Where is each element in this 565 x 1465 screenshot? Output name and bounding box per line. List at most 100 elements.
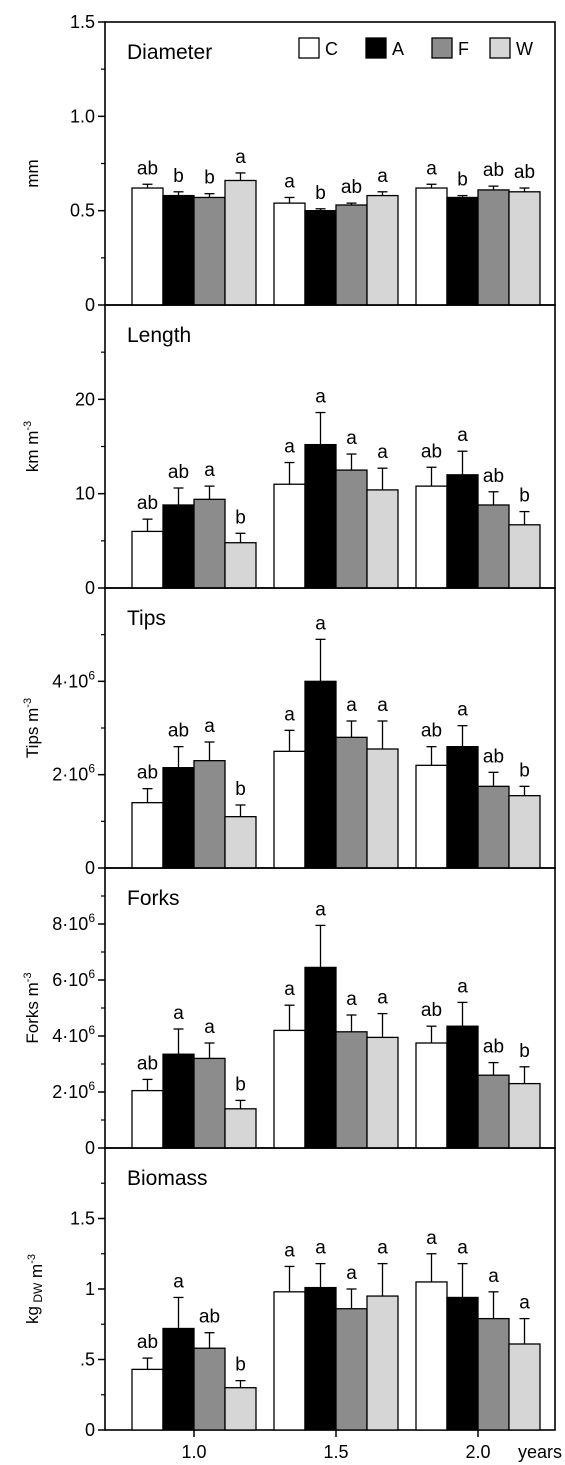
significance-letter: b [457, 170, 468, 191]
significance-letter: b [235, 779, 246, 800]
significance-letter: a [519, 1293, 530, 1314]
bar [366, 748, 399, 869]
bar [162, 194, 195, 306]
bar [273, 1291, 306, 1431]
y-tick-label: 10 [75, 484, 95, 504]
bar [273, 1029, 306, 1149]
significance-letter: a [204, 716, 215, 737]
y-tick-label: 0 [85, 1420, 95, 1440]
bar [162, 1327, 195, 1431]
bar [131, 530, 164, 589]
significance-letter: a [235, 147, 246, 168]
y-tick-label: 6·106 [52, 967, 95, 990]
significance-letter: a [315, 1238, 326, 1259]
bar [162, 767, 195, 869]
bar [335, 1308, 368, 1431]
y-tick-label: 0 [85, 295, 95, 315]
bar [273, 750, 306, 869]
bar [273, 483, 306, 589]
y-tick-label: 0 [85, 1138, 95, 1158]
bar [162, 504, 195, 589]
bar [446, 746, 479, 869]
significance-letter: a [284, 1240, 295, 1261]
y-tick-label: 4·106 [52, 668, 95, 691]
legend-swatch [298, 37, 320, 59]
significance-letter: a [488, 1266, 499, 1287]
bar [415, 1042, 448, 1149]
legend-swatch [365, 37, 387, 59]
significance-letter: a [284, 704, 295, 725]
significance-letter: a [204, 460, 215, 481]
bar [131, 802, 164, 869]
y-tick-label: 20 [75, 389, 95, 409]
significance-letter: ab [421, 441, 442, 462]
significance-letter: ab [137, 763, 158, 784]
significance-letter: a [346, 695, 357, 716]
significance-letter: a [426, 1228, 437, 1249]
significance-letter: ab [137, 158, 158, 179]
significance-letter: a [315, 899, 326, 920]
significance-letter: a [173, 1003, 184, 1024]
significance-letter: b [204, 168, 215, 189]
significance-letter: a [457, 700, 468, 721]
significance-letter: b [519, 1041, 530, 1062]
significance-letter: ab [168, 721, 189, 742]
significance-letter: a [173, 1271, 184, 1292]
legend-label: A [392, 39, 404, 59]
legend-swatch [431, 37, 453, 59]
significance-letter: a [204, 1017, 215, 1038]
significance-letter: ab [421, 1000, 442, 1021]
bar [508, 524, 541, 589]
bar [224, 179, 257, 306]
y-tick-label: 1.5 [70, 12, 95, 32]
legend-label: C [325, 39, 338, 59]
significance-letter: ab [341, 177, 362, 198]
bar [304, 966, 337, 1149]
y-tick-label: 0 [85, 578, 95, 598]
significance-letter: ab [168, 462, 189, 483]
bar [477, 1074, 510, 1149]
bar [446, 196, 479, 306]
bar [131, 1089, 164, 1149]
y-tick-label: 2·106 [52, 1079, 95, 1102]
bar [304, 443, 337, 589]
x-tick-label: 1.0 [181, 1442, 206, 1462]
bar [366, 1295, 399, 1431]
bar [131, 1368, 164, 1431]
legend-swatch [489, 37, 511, 59]
bar [273, 202, 306, 306]
bar [508, 1082, 541, 1149]
y-tick-label: 8·106 [52, 911, 95, 934]
panel-title: Diameter [127, 41, 212, 64]
bar [446, 1296, 479, 1431]
bar [477, 1317, 510, 1431]
bar [477, 504, 510, 589]
panel-title: Tips [127, 607, 166, 630]
bar [224, 1387, 257, 1431]
significance-letter: a [377, 1238, 388, 1259]
significance-letter: a [377, 695, 388, 716]
significance-letter: ab [483, 746, 504, 767]
y-tick-label: 1 [85, 1279, 95, 1299]
significance-letter: a [457, 976, 468, 997]
significance-letter: a [346, 1263, 357, 1284]
y-axis-label: mm [23, 159, 42, 187]
significance-letter: ab [199, 1307, 220, 1328]
bar [446, 474, 479, 589]
bar [193, 1347, 226, 1431]
bar [477, 785, 510, 869]
significance-letter: a [346, 989, 357, 1010]
bar [415, 764, 448, 869]
bar [131, 187, 164, 306]
significance-letter: ab [137, 1053, 158, 1074]
bar [366, 489, 399, 589]
y-axis-label: Tips m-3 [22, 698, 42, 758]
significance-letter: ab [514, 162, 535, 183]
bar [335, 204, 368, 306]
bar [304, 210, 337, 306]
bar [335, 469, 368, 589]
x-axis-unit: years [518, 1442, 562, 1462]
significance-letter: a [346, 428, 357, 449]
panel-title: Forks [127, 887, 180, 910]
y-tick-label: 1.0 [70, 106, 95, 126]
